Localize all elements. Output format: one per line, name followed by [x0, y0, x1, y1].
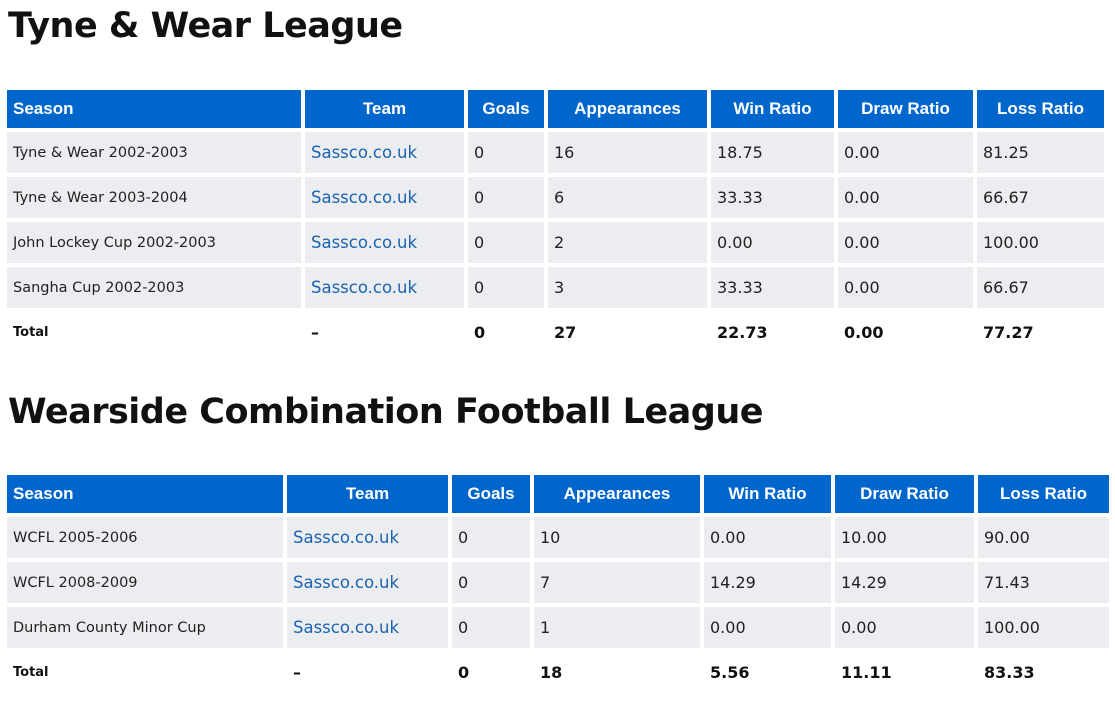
team-cell: Sassco.co.uk [305, 177, 464, 218]
total-goals: 0 [468, 312, 544, 353]
goals-cell: 0 [452, 517, 530, 558]
total-draw-ratio: 0.00 [838, 312, 973, 353]
loss-ratio-cell: 71.43 [978, 562, 1109, 603]
table-header-row: Season Team Goals Appearances Win Ratio … [7, 475, 1109, 513]
season-cell: Sangha Cup 2002-2003 [7, 267, 301, 308]
team-link[interactable]: Sassco.co.uk [293, 573, 400, 592]
total-goals: 0 [452, 652, 530, 693]
draw-ratio-cell: 0.00 [838, 177, 973, 218]
goals-cell: 0 [452, 607, 530, 648]
win-ratio-cell: 0.00 [711, 222, 834, 263]
table-row: WCFL 2005-2006 Sassco.co.uk 0 10 0.00 10… [7, 517, 1109, 558]
appearances-cell: 16 [548, 132, 707, 173]
appearances-cell: 10 [534, 517, 700, 558]
column-header-team: Team [287, 475, 448, 513]
column-header-goals: Goals [468, 90, 544, 128]
table-row: WCFL 2008-2009 Sassco.co.uk 0 7 14.29 14… [7, 562, 1109, 603]
loss-ratio-cell: 81.25 [977, 132, 1104, 173]
total-label: Total [7, 652, 283, 693]
win-ratio-cell: 33.33 [711, 267, 834, 308]
appearances-cell: 7 [534, 562, 700, 603]
table-row: John Lockey Cup 2002-2003 Sassco.co.uk 0… [7, 222, 1104, 263]
loss-ratio-cell: 66.67 [977, 177, 1104, 218]
column-header-loss-ratio: Loss Ratio [978, 475, 1109, 513]
total-label: Total [7, 312, 301, 353]
column-header-team: Team [305, 90, 464, 128]
draw-ratio-cell: 14.29 [835, 562, 974, 603]
team-link[interactable]: Sassco.co.uk [311, 233, 418, 252]
team-link[interactable]: Sassco.co.uk [311, 188, 418, 207]
loss-ratio-cell: 100.00 [978, 607, 1109, 648]
win-ratio-cell: 0.00 [704, 607, 831, 648]
appearances-cell: 1 [534, 607, 700, 648]
season-cell: Tyne & Wear 2002-2003 [7, 132, 301, 173]
league-title: Wearside Combination Football League [8, 392, 763, 432]
stats-table: Season Team Goals Appearances Win Ratio … [3, 471, 1113, 697]
column-header-loss-ratio: Loss Ratio [977, 90, 1104, 128]
total-loss-ratio: 77.27 [977, 312, 1104, 353]
stats-table: Season Team Goals Appearances Win Ratio … [3, 86, 1108, 357]
column-header-draw-ratio: Draw Ratio [838, 90, 973, 128]
column-header-draw-ratio: Draw Ratio [835, 475, 974, 513]
table-row: Durham County Minor Cup Sassco.co.uk 0 1… [7, 607, 1109, 648]
goals-cell: 0 [468, 177, 544, 218]
team-cell: Sassco.co.uk [305, 132, 464, 173]
draw-ratio-cell: 0.00 [835, 607, 974, 648]
draw-ratio-cell: 10.00 [835, 517, 974, 558]
draw-ratio-cell: 0.00 [838, 132, 973, 173]
total-draw-ratio: 11.11 [835, 652, 974, 693]
total-team: – [305, 312, 464, 353]
goals-cell: 0 [468, 267, 544, 308]
season-cell: WCFL 2008-2009 [7, 562, 283, 603]
column-header-win-ratio: Win Ratio [704, 475, 831, 513]
draw-ratio-cell: 0.00 [838, 222, 973, 263]
draw-ratio-cell: 0.00 [838, 267, 973, 308]
season-cell: WCFL 2005-2006 [7, 517, 283, 558]
team-cell: Sassco.co.uk [287, 517, 448, 558]
league-title: Tyne & Wear League [8, 6, 403, 46]
total-loss-ratio: 83.33 [978, 652, 1109, 693]
team-link[interactable]: Sassco.co.uk [293, 618, 400, 637]
table-row: Tyne & Wear 2003-2004 Sassco.co.uk 0 6 3… [7, 177, 1104, 218]
table-row: Sangha Cup 2002-2003 Sassco.co.uk 0 3 33… [7, 267, 1104, 308]
loss-ratio-cell: 90.00 [978, 517, 1109, 558]
table-row: Tyne & Wear 2002-2003 Sassco.co.uk 0 16 … [7, 132, 1104, 173]
loss-ratio-cell: 66.67 [977, 267, 1104, 308]
total-win-ratio: 5.56 [704, 652, 831, 693]
season-cell: Tyne & Wear 2003-2004 [7, 177, 301, 218]
loss-ratio-cell: 100.00 [977, 222, 1104, 263]
goals-cell: 0 [468, 132, 544, 173]
goals-cell: 0 [468, 222, 544, 263]
team-link[interactable]: Sassco.co.uk [311, 143, 418, 162]
total-team: – [287, 652, 448, 693]
appearances-cell: 2 [548, 222, 707, 263]
column-header-win-ratio: Win Ratio [711, 90, 834, 128]
table-header-row: Season Team Goals Appearances Win Ratio … [7, 90, 1104, 128]
team-cell: Sassco.co.uk [287, 607, 448, 648]
total-row: Total – 0 27 22.73 0.00 77.27 [7, 312, 1104, 353]
appearances-cell: 6 [548, 177, 707, 218]
total-appearances: 18 [534, 652, 700, 693]
win-ratio-cell: 14.29 [704, 562, 831, 603]
column-header-appearances: Appearances [548, 90, 707, 128]
win-ratio-cell: 0.00 [704, 517, 831, 558]
team-cell: Sassco.co.uk [305, 267, 464, 308]
column-header-season: Season [7, 90, 301, 128]
column-header-season: Season [7, 475, 283, 513]
appearances-cell: 3 [548, 267, 707, 308]
team-cell: Sassco.co.uk [287, 562, 448, 603]
win-ratio-cell: 18.75 [711, 132, 834, 173]
win-ratio-cell: 33.33 [711, 177, 834, 218]
total-appearances: 27 [548, 312, 707, 353]
team-link[interactable]: Sassco.co.uk [293, 528, 400, 547]
column-header-appearances: Appearances [534, 475, 700, 513]
season-cell: Durham County Minor Cup [7, 607, 283, 648]
team-cell: Sassco.co.uk [305, 222, 464, 263]
season-cell: John Lockey Cup 2002-2003 [7, 222, 301, 263]
goals-cell: 0 [452, 562, 530, 603]
total-row: Total – 0 18 5.56 11.11 83.33 [7, 652, 1109, 693]
total-win-ratio: 22.73 [711, 312, 834, 353]
team-link[interactable]: Sassco.co.uk [311, 278, 418, 297]
column-header-goals: Goals [452, 475, 530, 513]
